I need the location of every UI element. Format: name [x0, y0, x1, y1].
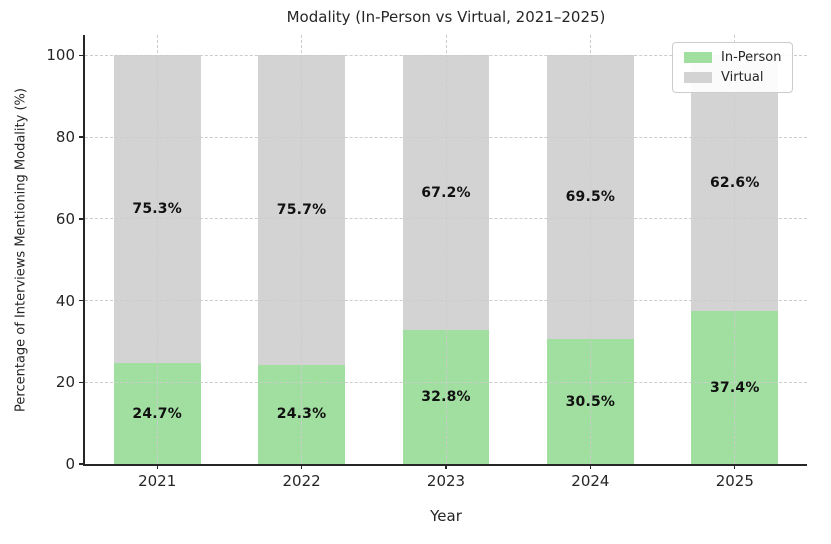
grid-line-vertical — [156, 35, 158, 464]
grid-line-vertical — [734, 35, 736, 464]
grid-line-horizontal — [85, 136, 807, 138]
x-tick-mark — [589, 464, 592, 469]
bar-value-label: 24.7% — [132, 405, 182, 422]
chart-title: Modality (In-Person vs Virtual, 2021–202… — [286, 8, 606, 26]
grid-line-horizontal — [85, 381, 807, 383]
y-tick-label: 100 — [46, 46, 75, 65]
legend-item: Virtual — [684, 71, 781, 84]
x-tick-label: 2023 — [426, 472, 466, 490]
bar-value-label: 75.7% — [276, 202, 327, 219]
y-tick-label: 40 — [55, 291, 75, 310]
grid-line-vertical — [445, 35, 447, 464]
y-axis-spine — [83, 35, 86, 466]
legend: In-Person Virtual — [672, 42, 794, 93]
bar-value-label: 24.3% — [276, 406, 327, 423]
y-tick-label: 20 — [55, 373, 75, 392]
x-tick-label: 2022 — [282, 472, 321, 490]
x-axis-label: Year — [430, 507, 462, 525]
legend-swatch — [684, 52, 712, 63]
bar-value-label: 32.8% — [421, 389, 471, 405]
bar-value-label: 75.3% — [132, 201, 182, 218]
x-tick-label: 2024 — [571, 472, 610, 490]
x-tick-mark — [156, 464, 158, 469]
y-tick-mark — [78, 463, 84, 465]
legend-item: In-Person — [684, 51, 781, 64]
y-tick-mark — [78, 381, 84, 383]
legend-label: Virtual — [721, 70, 764, 85]
x-tick-mark — [445, 464, 447, 469]
x-tick-label: 2025 — [715, 472, 754, 490]
legend-swatch — [684, 72, 712, 83]
grid-line-vertical — [301, 35, 303, 464]
y-axis-label: Percentage of Interviews Mentioning Moda… — [13, 88, 29, 412]
y-tick-mark — [78, 136, 84, 138]
y-tick-mark — [78, 54, 84, 57]
bar-value-label: 37.4% — [709, 379, 760, 396]
y-tick-label: 80 — [55, 128, 75, 147]
grid-line-horizontal — [85, 300, 807, 302]
bar-value-label: 62.6% — [709, 175, 760, 192]
y-tick-label: 60 — [55, 209, 75, 228]
grid-line-horizontal — [85, 218, 807, 220]
grid-line-horizontal — [85, 54, 807, 56]
y-tick-mark — [78, 299, 84, 302]
bar-value-label: 69.5% — [565, 189, 616, 206]
x-tick-label: 2021 — [138, 472, 177, 490]
legend-label: In-Person — [721, 50, 782, 65]
x-axis-spine — [83, 464, 807, 466]
bar-value-label: 30.5% — [565, 393, 616, 410]
grid-line-vertical — [589, 35, 591, 464]
y-tick-mark — [78, 218, 84, 220]
y-tick-label: 0 — [65, 455, 75, 473]
plot-area: 24.7% 75.3% 24.3% 75.7% 32.8% 67.2% 30.5% 69.5%… — [85, 35, 807, 464]
x-tick-mark — [300, 464, 303, 469]
x-tick-mark — [734, 464, 736, 469]
bar-value-label: 67.2% — [421, 184, 471, 201]
